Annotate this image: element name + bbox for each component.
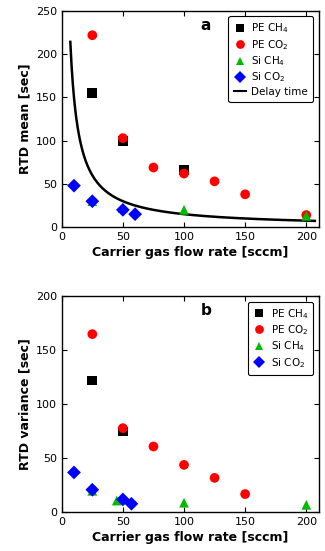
Point [242,490,248,499]
Point [90,31,95,40]
Point [90,376,95,385]
Point [120,424,125,433]
Y-axis label: RTD variance [sec]: RTD variance [sec] [19,338,32,471]
Point [212,177,217,186]
Point [120,204,125,213]
Legend: PE CH$_4$, PE CO$_2$, Si CH$_4$, Si CO$_2$: PE CH$_4$, PE CO$_2$, Si CH$_4$, Si CO$_… [248,301,313,375]
Point [120,134,125,143]
Point [181,461,187,469]
Point [120,495,125,504]
X-axis label: Carrier gas flow rate [sccm]: Carrier gas flow rate [sccm] [92,246,288,259]
Point [120,206,125,214]
Point [181,206,187,214]
Point [151,442,156,451]
Point [181,166,187,175]
Point [90,89,95,98]
Point [304,210,309,219]
Y-axis label: RTD mean [sec]: RTD mean [sec] [19,64,32,175]
Point [90,197,95,206]
Point [72,468,77,477]
X-axis label: Carrier gas flow rate [sccm]: Carrier gas flow rate [sccm] [92,532,288,544]
Point [133,210,138,219]
Point [242,190,248,199]
Point [151,163,156,172]
Text: a: a [201,18,211,33]
Point [90,329,95,338]
Legend: PE CH$_4$, PE CO$_2$, Si CH$_4$, Si CO$_2$, Delay time: PE CH$_4$, PE CO$_2$, Si CH$_4$, Si CO$_… [228,16,313,102]
Point [212,473,217,482]
Point [120,427,125,436]
Point [181,498,187,507]
Point [114,496,119,505]
Point [72,181,77,190]
Point [120,136,125,145]
Point [129,499,134,508]
Point [90,197,95,206]
Point [90,487,95,495]
Point [90,485,95,494]
Point [181,169,187,178]
Point [304,500,309,509]
Text: b: b [201,303,211,318]
Point [304,212,309,220]
